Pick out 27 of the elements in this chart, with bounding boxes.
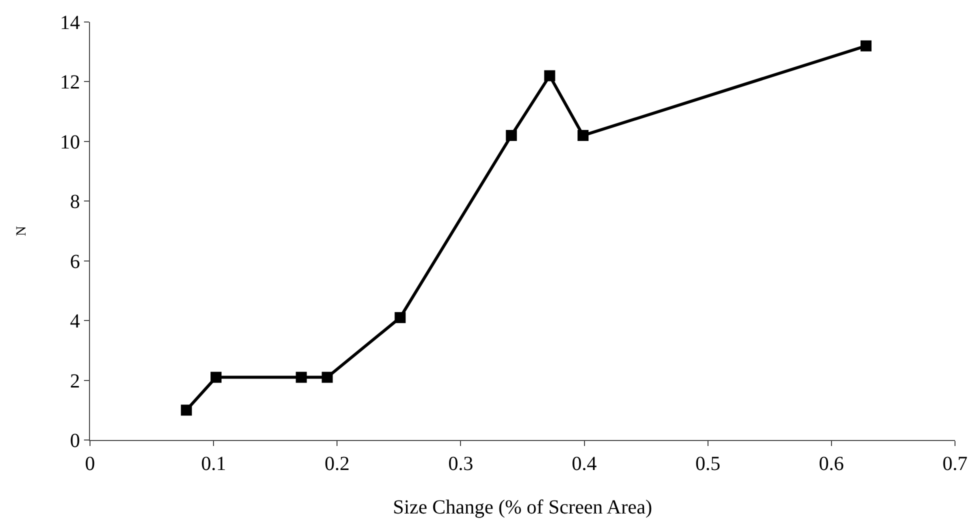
x-tick-label: 0.5 xyxy=(695,453,720,475)
x-tick-label: 0 xyxy=(85,453,95,475)
x-tick-label: 0.4 xyxy=(572,453,597,475)
point xyxy=(578,130,589,141)
x-tick-label: 0.3 xyxy=(448,453,474,475)
y-tick-label: 4 xyxy=(70,310,80,333)
x-axis-title: Size Change (% of Screen Area) xyxy=(392,496,652,518)
x-tick-label: 0.6 xyxy=(818,453,844,475)
y-tick-label: 2 xyxy=(70,370,80,392)
y-tick-label: 6 xyxy=(70,250,80,273)
point xyxy=(210,372,222,383)
point xyxy=(180,404,192,416)
y-tick-label: 10 xyxy=(60,131,80,154)
y-tick-label: 14 xyxy=(60,12,80,34)
y-axis-title: N xyxy=(14,226,30,236)
point xyxy=(322,372,333,383)
point xyxy=(860,40,872,52)
y-tick-label: 0 xyxy=(70,430,80,452)
point xyxy=(506,130,517,141)
point xyxy=(544,70,556,82)
x-tick-label: 0.2 xyxy=(324,453,350,475)
y-tick-label: 12 xyxy=(60,72,80,94)
x-tick-label: 0.1 xyxy=(201,453,226,475)
y-tick-label: 8 xyxy=(70,191,80,214)
x-tick-label: 0.7 xyxy=(942,453,968,475)
point xyxy=(394,312,406,324)
point xyxy=(296,372,307,383)
